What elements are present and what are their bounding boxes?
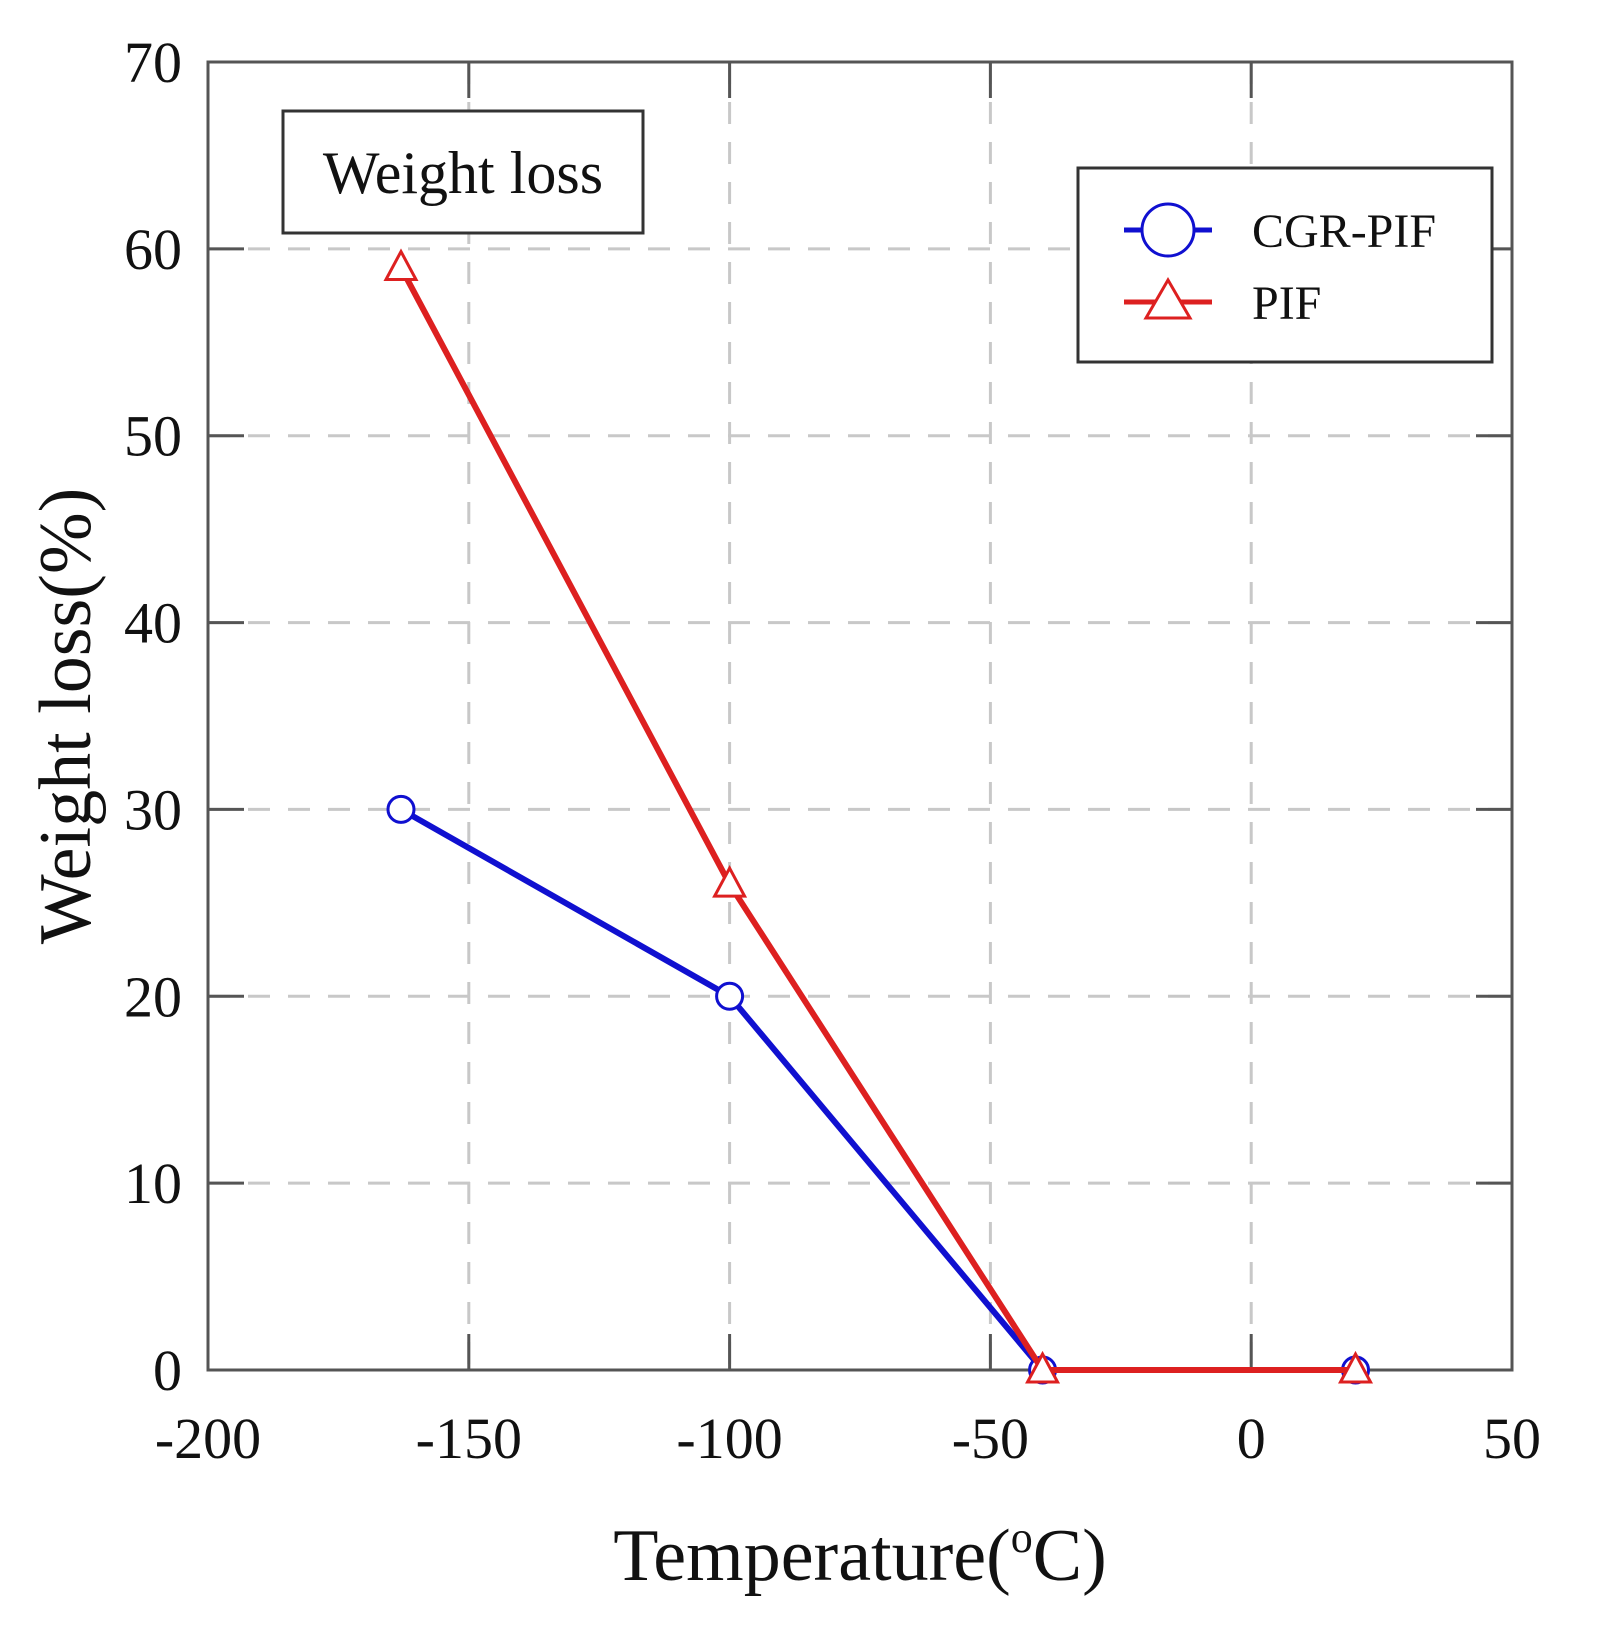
data-point-pif [383, 248, 419, 282]
legend-entry-pif: PIF [1124, 277, 1321, 330]
x-tick-label: 50 [1483, 1406, 1541, 1471]
data-point-pif [1025, 1350, 1061, 1384]
annotation-box: Weight loss [281, 109, 645, 235]
data-point-pif [1338, 1350, 1374, 1384]
legend-triangle-marker [1143, 277, 1193, 320]
x-axis-title: Temperature(oC) [613, 1513, 1106, 1597]
data-series [383, 248, 1374, 1385]
data-point-cgr-pif [715, 981, 745, 1011]
tick-labels: -200 -150 -100 -50 0 50 0 10 20 30 40 50 60 70 [124, 30, 1541, 1471]
data-point-cgr-pif [386, 794, 416, 824]
axis-ticks [206, 60, 1514, 1372]
x-tick-label: -50 [952, 1406, 1029, 1471]
plot-frame [206, 60, 1514, 1372]
series-pif [383, 248, 1374, 1384]
y-axis-title: Weight loss(%) [25, 488, 107, 944]
y-tick-label: 40 [124, 591, 182, 656]
y-tick-label: 60 [124, 217, 182, 282]
x-tick-label: -200 [155, 1406, 261, 1471]
x-tick-label: -100 [676, 1406, 782, 1471]
legend-label-cgr-pif: CGR-PIF [1252, 205, 1436, 258]
series-cgr-pif [386, 794, 1371, 1385]
x-tick-label: -150 [416, 1406, 522, 1471]
x-tick-label: 0 [1237, 1406, 1266, 1471]
legend-circle-marker [1140, 202, 1196, 258]
legend-entry-cgr-pif: CGR-PIF [1124, 202, 1436, 258]
legend: CGR-PIF PIF [1076, 166, 1494, 364]
series-line-pif [398, 266, 1356, 1373]
y-tick-label: 20 [124, 964, 182, 1029]
y-tick-label: 50 [124, 404, 182, 469]
y-tick-label: 0 [153, 1338, 182, 1403]
annotation-text: Weight loss [323, 140, 603, 206]
y-tick-label: 10 [124, 1151, 182, 1216]
y-tick-label: 70 [124, 30, 182, 95]
y-tick-label: 30 [124, 777, 182, 842]
data-point-pif [712, 864, 748, 898]
series-line-cgr-pif [399, 806, 1356, 1373]
legend-label-pif: PIF [1252, 277, 1321, 330]
